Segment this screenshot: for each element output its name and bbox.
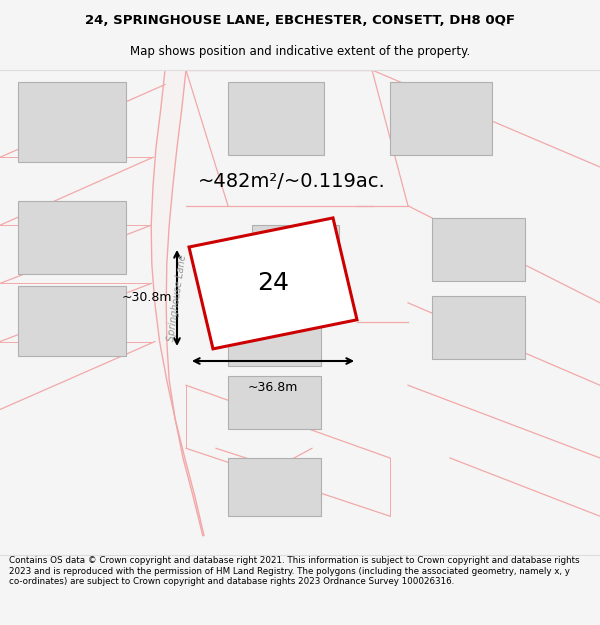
Polygon shape <box>390 82 492 155</box>
Text: Map shows position and indicative extent of the property.: Map shows position and indicative extent… <box>130 46 470 59</box>
Polygon shape <box>228 458 321 516</box>
Text: 24: 24 <box>257 271 289 296</box>
Text: ~30.8m: ~30.8m <box>122 291 172 304</box>
Text: Contains OS data © Crown copyright and database right 2021. This information is : Contains OS data © Crown copyright and d… <box>9 556 580 586</box>
Polygon shape <box>432 218 525 281</box>
Polygon shape <box>228 376 321 429</box>
Polygon shape <box>432 296 525 359</box>
Polygon shape <box>189 218 357 349</box>
Polygon shape <box>228 82 324 155</box>
Polygon shape <box>18 201 126 274</box>
Text: ~482m²/~0.119ac.: ~482m²/~0.119ac. <box>198 172 386 191</box>
Polygon shape <box>18 286 126 356</box>
Text: ~36.8m: ~36.8m <box>248 381 298 394</box>
Text: 24, SPRINGHOUSE LANE, EBCHESTER, CONSETT, DH8 0QF: 24, SPRINGHOUSE LANE, EBCHESTER, CONSETT… <box>85 14 515 27</box>
Polygon shape <box>151 70 204 536</box>
Polygon shape <box>228 312 321 366</box>
Text: Springhouse Lane: Springhouse Lane <box>166 254 188 342</box>
Polygon shape <box>252 225 339 283</box>
Polygon shape <box>18 82 126 162</box>
